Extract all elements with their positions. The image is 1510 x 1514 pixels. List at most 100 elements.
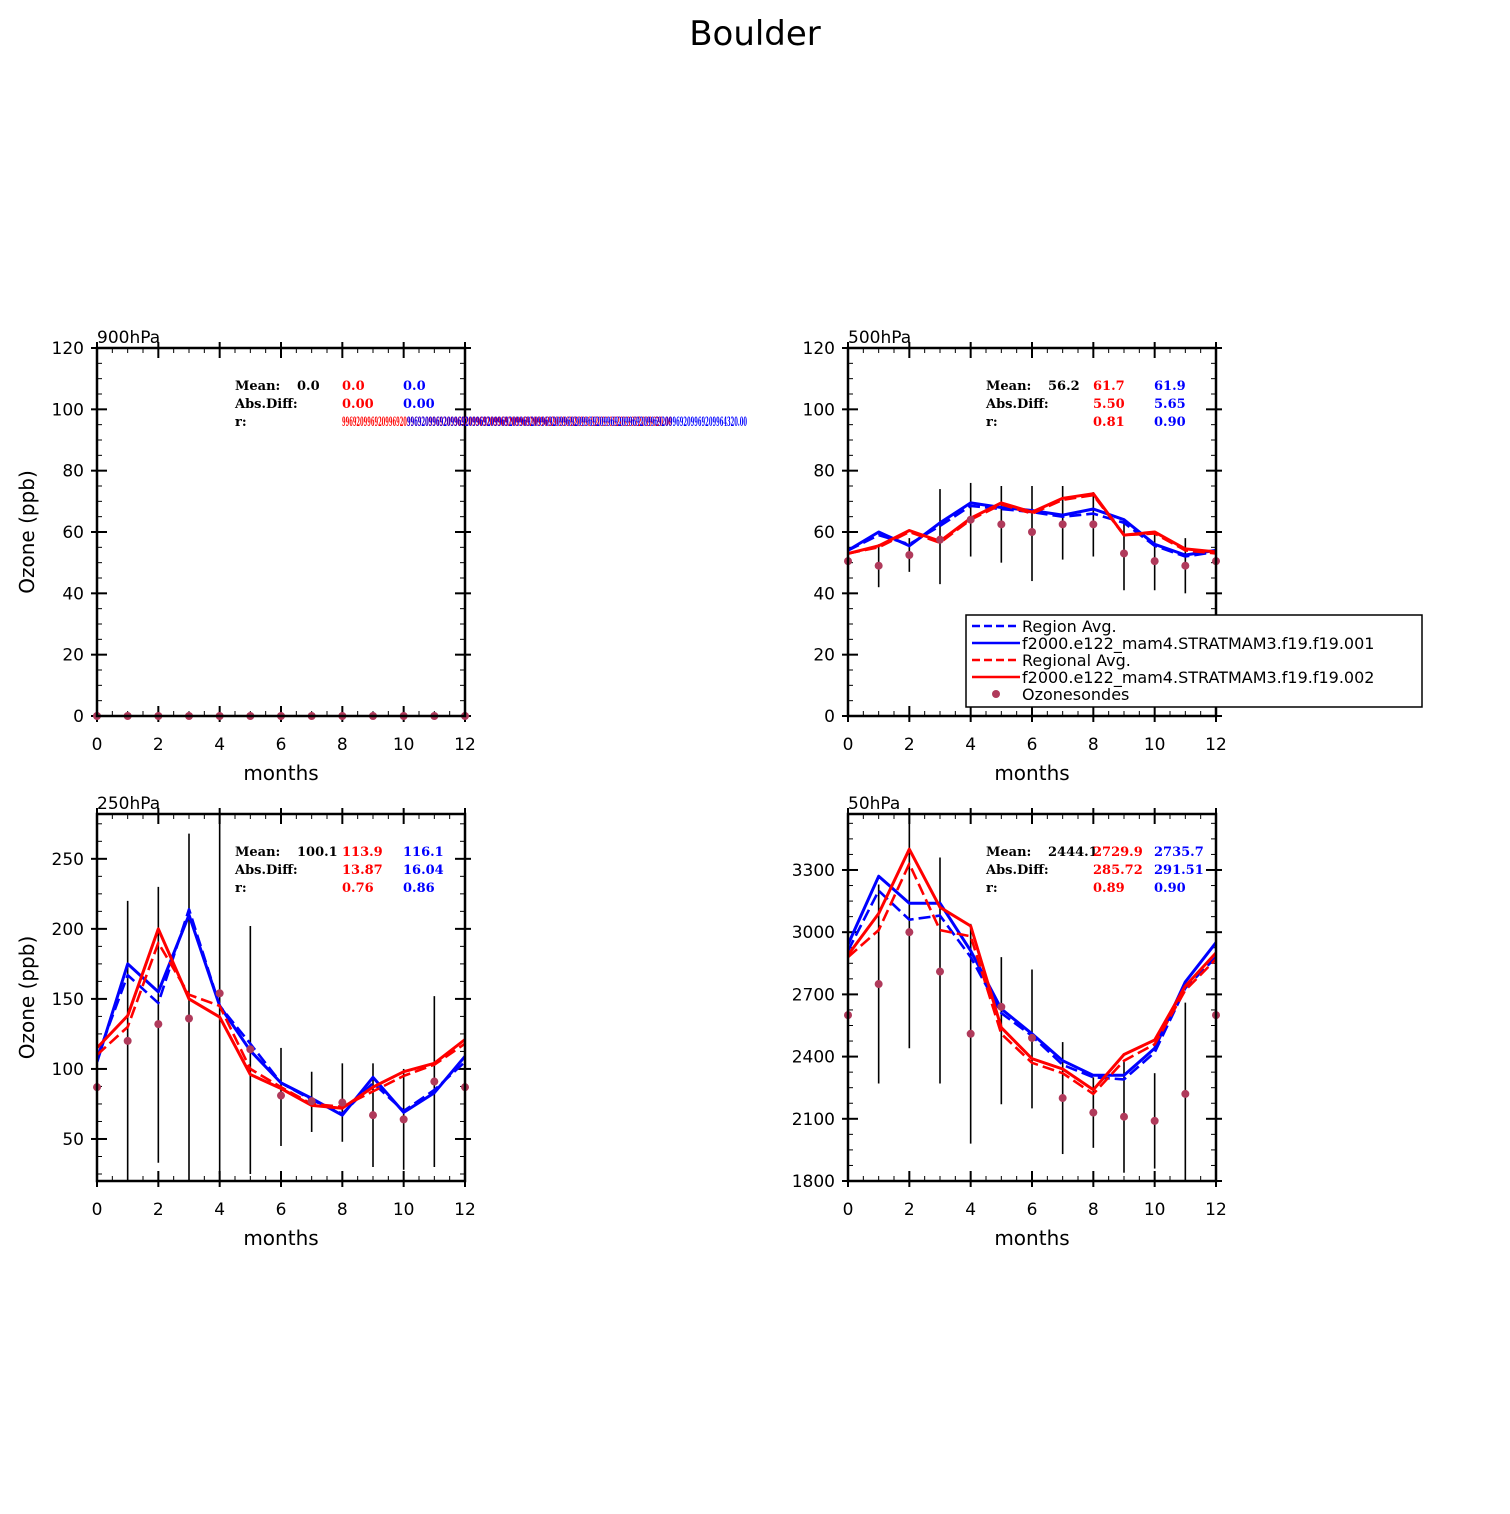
x-tick-label: 4 [214, 735, 225, 755]
x-tick-label: 12 [1205, 1200, 1227, 1220]
obs-point [430, 1077, 439, 1086]
stats-mean-obs: 2444.1 [1048, 845, 1098, 860]
y-tick-label: 250 [52, 850, 84, 870]
stats-r-model1: 9969209969209969209969209969209969209969… [342, 415, 672, 430]
x-axis-label: months [994, 761, 1069, 785]
x-tick-label: 6 [1027, 735, 1038, 755]
stats-mean-model2: 116.1 [403, 845, 444, 860]
y-tick-label: 2700 [792, 985, 835, 1005]
stats-absdiff-label: Abs.Diff: [234, 397, 298, 412]
y-tick-label: 40 [62, 584, 84, 604]
stats-mean-model1: 2729.9 [1093, 845, 1143, 860]
stats-r-label: r: [235, 415, 247, 430]
stats-absdiff-model2: 5.65 [1154, 397, 1186, 412]
stats-r-model2: 0.86 [403, 881, 435, 896]
y-axis-label: Ozone (ppb) [15, 470, 39, 594]
x-tick-label: 12 [454, 1200, 476, 1220]
legend-entry: f2000.e122_mam4.STRATMAM3.f19.f19.002 [972, 668, 1374, 688]
obs-point [874, 980, 883, 989]
obs-point [185, 1014, 193, 1023]
legend-label: Region Avg. [1022, 617, 1117, 636]
obs-point [1181, 561, 1190, 570]
stats-mean-model1: 61.7 [1093, 379, 1125, 394]
obs-point [1058, 1094, 1067, 1103]
plot-frame [846, 812, 1218, 1183]
y-tick-label: 3000 [792, 923, 835, 943]
x-tick-label: 4 [214, 1200, 225, 1220]
stats-mean-model1: 113.9 [342, 845, 383, 860]
legend-label: Regional Avg. [1022, 651, 1131, 670]
panel-500hPa: 500hPa 0 20 40 60 80 100 120 0 2 4 6 8 10 12 months Mean… [803, 328, 1227, 785]
obs-point [936, 535, 944, 544]
y-tick-label: 20 [62, 646, 84, 666]
series-line-2 [848, 862, 1216, 1096]
stats-absdiff-model1: 13.87 [342, 863, 383, 878]
stats-r-model2: 0.90 [1154, 415, 1186, 430]
obs-point [307, 1097, 316, 1106]
legend-label: Ozonesondes [1022, 685, 1129, 704]
x-tick-label: 2 [904, 1200, 915, 1220]
x-tick-label: 0 [843, 735, 854, 755]
stats-absdiff-model1: 0.00 [342, 397, 374, 412]
x-tick-label: 2 [153, 1200, 164, 1220]
stats-mean-label: Mean: [235, 845, 280, 860]
obs-point [1089, 520, 1098, 529]
x-axis-label: months [994, 1226, 1069, 1250]
legend-label: f2000.e122_mam4.STRATMAM3.f19.f19.001 [1022, 634, 1374, 654]
stats-r-model2: 0.90 [1154, 881, 1186, 896]
stats-block: Mean: 100.1 113.9 116.1 Abs.Diff: 13.87 16.04 r… [234, 845, 444, 896]
y-tick-label: 100 [803, 400, 835, 420]
y-tick-label: 2400 [792, 1048, 835, 1068]
obs-point [399, 1115, 408, 1124]
obs-point [1150, 1116, 1159, 1125]
y-tick-label: 120 [803, 339, 835, 359]
x-tick-label: 10 [1144, 1200, 1166, 1220]
series-line-1 [97, 913, 465, 1117]
x-tick-label: 10 [1144, 735, 1166, 755]
x-tick-label: 0 [92, 1200, 103, 1220]
legend: Region Avg.f2000.e122_mam4.STRATMAM3.f19… [965, 614, 1423, 708]
obs-point [997, 1002, 1006, 1011]
obs-point [1120, 1112, 1128, 1121]
series-line-1 [848, 874, 1216, 1077]
legend-marker [992, 690, 1000, 698]
obs-point [338, 1098, 347, 1107]
y-tick-label: 150 [52, 990, 84, 1010]
x-tick-label: 10 [393, 1200, 415, 1220]
y-tick-label: 3300 [792, 861, 835, 881]
legend-box [965, 614, 1423, 708]
y-tick-label: 100 [52, 1060, 84, 1080]
obs-point [246, 1045, 255, 1054]
x-tick-label: 0 [843, 1200, 854, 1220]
plot-frame [95, 346, 467, 718]
panel-title: 500hPa [848, 328, 911, 348]
y-tick-label: 40 [813, 584, 835, 604]
x-axis-label: months [243, 761, 318, 785]
stats-block: Mean: 0.0 0.0 0.0 Abs.Diff: 0.00 0.00 r: 9969209… [234, 379, 747, 430]
obs-point [1058, 520, 1067, 529]
x-tick-label: 10 [393, 735, 415, 755]
stats-mean-obs: 100.1 [297, 845, 338, 860]
x-tick-label: 8 [337, 1200, 348, 1220]
x-tick-label: 6 [1027, 1200, 1038, 1220]
x-tick-label: 4 [965, 735, 976, 755]
legend-entry: Regional Avg. [972, 651, 1131, 670]
obs-point [154, 1020, 163, 1029]
stats-absdiff-model2: 291.51 [1154, 863, 1204, 878]
stats-absdiff-model1: 285.72 [1093, 863, 1143, 878]
obs-point [215, 989, 224, 998]
stats-absdiff-model1: 5.50 [1093, 397, 1125, 412]
y-axis-label: Ozone (ppb) [15, 936, 39, 1060]
panel-250hPa: 250hPa 50 100 150 200 250 0 2 4 6 8 10 12 months Ozone… [15, 794, 476, 1250]
x-axis-label: months [243, 1226, 318, 1250]
panel-title: 900hPa [97, 328, 160, 348]
legend-entry: Region Avg. [972, 617, 1117, 636]
plot-frame [846, 346, 1218, 718]
stats-mean-model2: 61.9 [1154, 379, 1186, 394]
y-tick-label: 20 [813, 646, 835, 666]
obs-point [874, 561, 883, 570]
x-tick-label: 0 [92, 735, 103, 755]
obs-point [1150, 557, 1159, 566]
